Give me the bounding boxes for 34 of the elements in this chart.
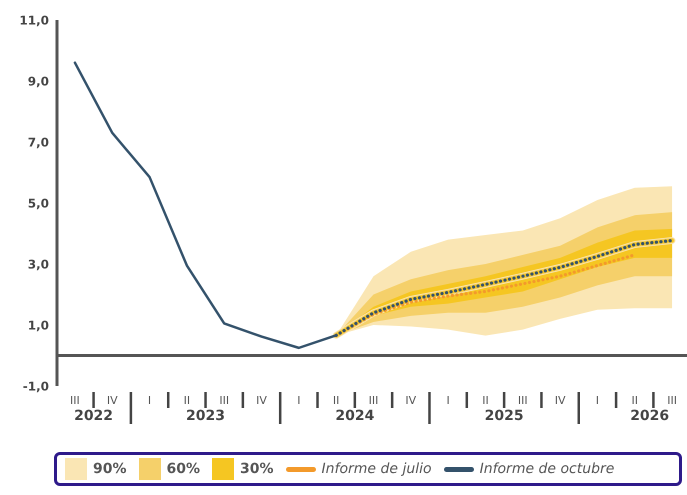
text: 2022 — [73, 408, 114, 424]
y-tick-label: 11,0 — [19, 13, 49, 28]
x-tick-label: III — [70, 394, 80, 407]
x-tick-label: IV — [554, 394, 566, 407]
legend-label: Informe de julio — [322, 461, 432, 477]
x-tick-label: I — [148, 394, 152, 407]
y-tick-label: 7,0 — [28, 135, 49, 150]
x-tick-label: II — [482, 394, 489, 407]
x-tick-label: IV — [106, 394, 118, 407]
text: 2023 — [185, 408, 226, 424]
x-tick-label: III — [667, 394, 677, 407]
x-tick-label: II — [632, 394, 638, 407]
text: 2025 — [484, 408, 525, 424]
x-tick-label: II — [332, 394, 340, 407]
y-tick-label: 3,0 — [28, 257, 49, 272]
x-tick-label: III — [518, 394, 528, 407]
y-tick-label: 9,0 — [28, 74, 49, 88]
y-tick-label: -1,0 — [22, 379, 49, 394]
x-tick-label: III — [368, 394, 378, 407]
x-tick-label: III — [219, 394, 230, 407]
legend-label: 90% — [93, 461, 127, 477]
legend-label: 60% — [166, 461, 200, 477]
legend-label: 30% — [240, 461, 274, 477]
legend-label: Informe de octubre — [480, 461, 614, 477]
x-tick-label: I — [446, 394, 450, 407]
x-tick-label: II — [184, 394, 190, 407]
x-tick-label: IV — [256, 394, 268, 407]
y-tick-label: 5,0 — [28, 196, 49, 210]
y-tick-label: 1,0 — [28, 318, 49, 332]
text: 2024 — [334, 408, 376, 424]
text: 2026 — [629, 408, 670, 424]
x-tick-label: I — [596, 394, 600, 407]
x-tick-label: I — [297, 394, 300, 407]
x-tick-label: IV — [405, 394, 417, 407]
